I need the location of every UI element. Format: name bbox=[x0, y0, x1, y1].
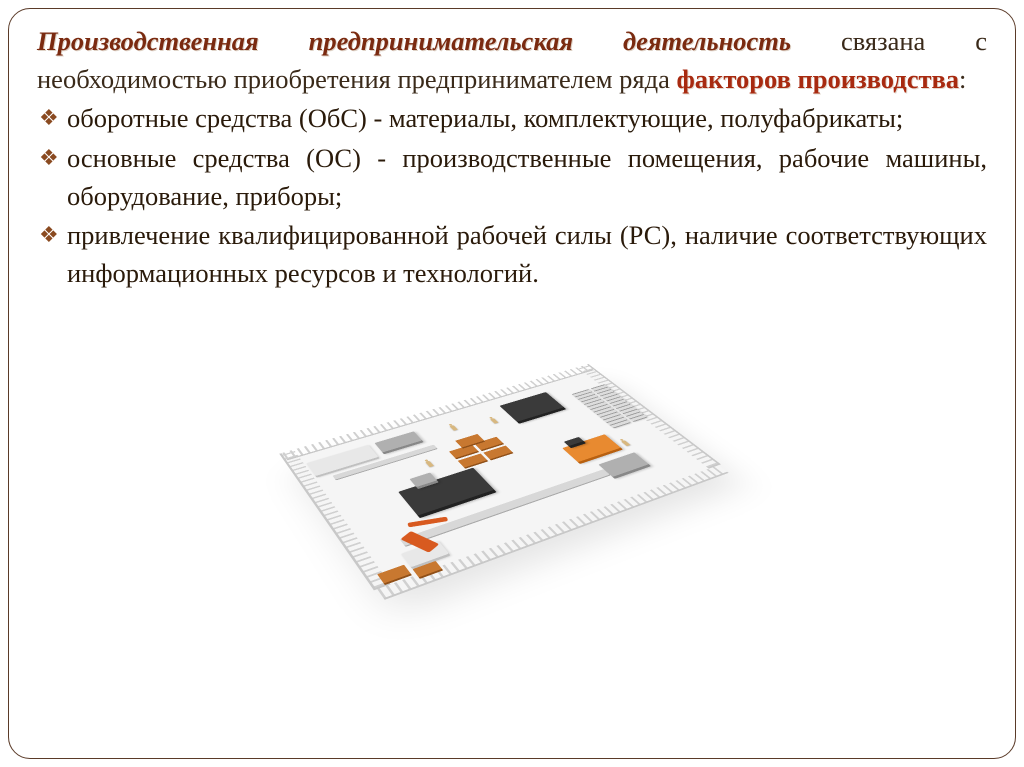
factory-illustration bbox=[272, 302, 752, 612]
slide-frame: Производственная предпринимательская дея… bbox=[8, 8, 1016, 759]
machine-icon bbox=[499, 392, 566, 424]
bullet-list: оборотные средства (ОбС) - материалы, ко… bbox=[37, 100, 987, 292]
list-item: основные средства (ОС) - производственны… bbox=[37, 140, 987, 215]
title-phrase: Производственная предпринимательская дея… bbox=[37, 26, 791, 56]
intro-paragraph: Производственная предпринимательская дея… bbox=[37, 23, 987, 98]
list-item: оборотные средства (ОбС) - материалы, ко… bbox=[37, 100, 987, 138]
worker-icon bbox=[490, 418, 499, 424]
worker-icon bbox=[449, 425, 458, 431]
intro-tail: : bbox=[959, 64, 966, 94]
illustration-container bbox=[37, 302, 987, 612]
list-item: привлечение квалифицированной рабочей си… bbox=[37, 217, 987, 292]
factory-floor bbox=[287, 371, 728, 601]
worker-icon bbox=[621, 440, 631, 446]
worker-icon bbox=[425, 461, 434, 468]
factors-phrase: факторов производства bbox=[676, 64, 959, 94]
